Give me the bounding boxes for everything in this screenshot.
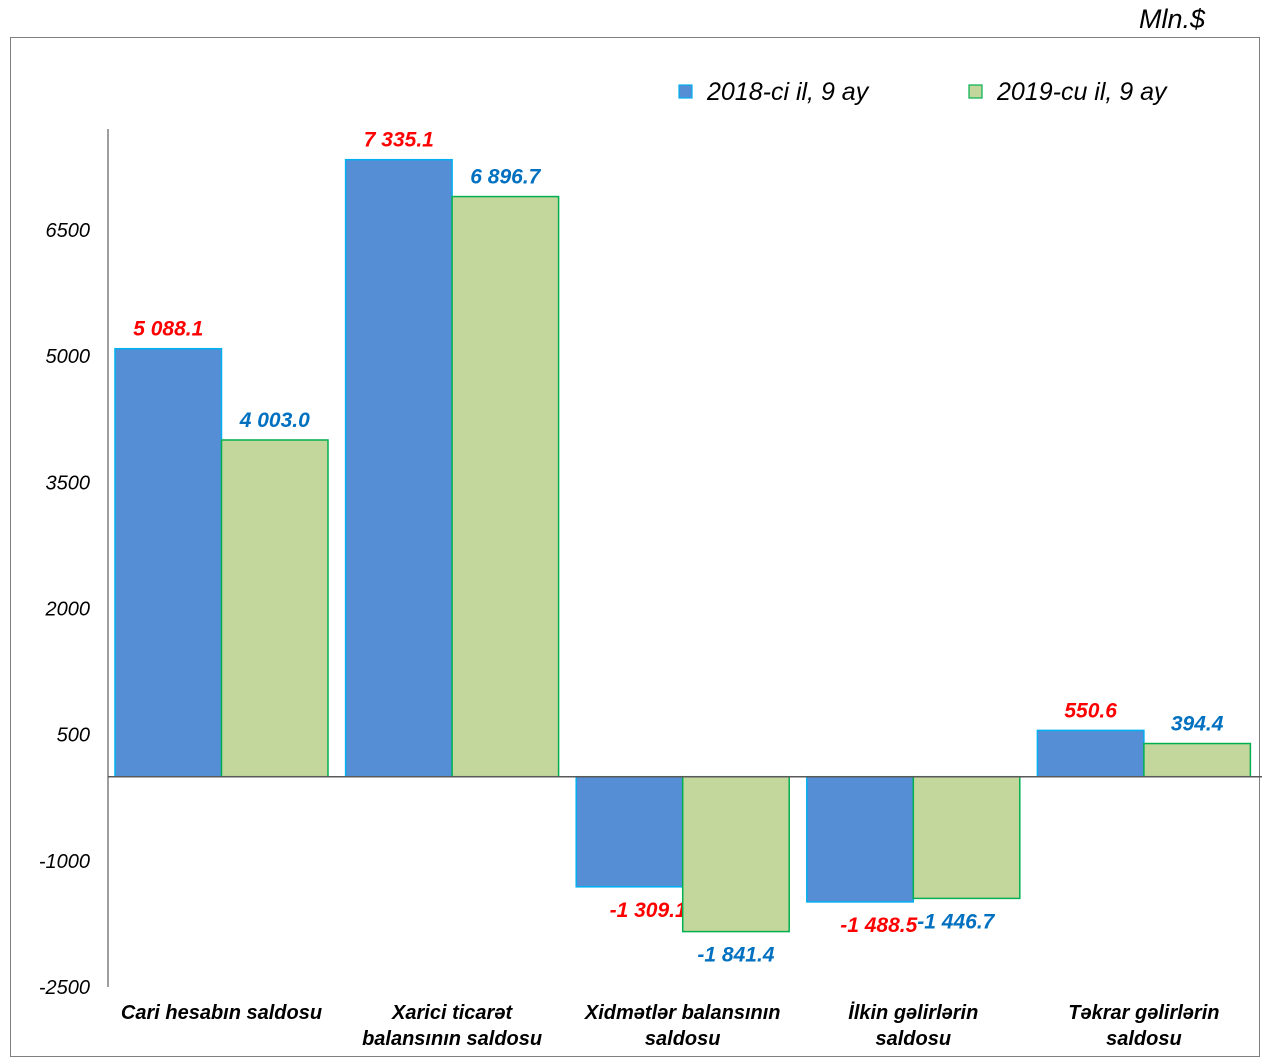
data-label: 5 088.1 [133, 318, 203, 341]
y-tick-label: 3500 [46, 472, 91, 494]
legend-swatch [678, 84, 693, 99]
legend-label: 2019-cu il, 9 ay [996, 78, 1168, 106]
category-label: Təkrar gəlirlərin [1068, 1002, 1219, 1024]
category-label: İlkin gəlirlərin [848, 1001, 978, 1024]
data-label: 4 003.0 [239, 409, 310, 432]
data-label: 7 335.1 [364, 129, 434, 152]
unit-label: Mln.$ [1138, 4, 1205, 34]
category-label: saldosu [876, 1028, 952, 1050]
bar [1143, 742, 1252, 778]
bar [451, 195, 560, 778]
y-tick-label: -2500 [39, 977, 90, 999]
bar [681, 775, 790, 933]
data-label: 394.4 [1171, 713, 1224, 736]
category-label: Xidmətlər balansının [584, 1002, 781, 1024]
category-label: Cari hesabın saldosu [121, 1002, 322, 1024]
data-label: -1 841.4 [697, 944, 774, 967]
category-label: Xarici ticarət [391, 1002, 513, 1024]
bar [220, 439, 329, 778]
y-tick-label: -1000 [39, 851, 90, 873]
bar [575, 775, 684, 888]
bar [114, 347, 223, 778]
category-label: saldosu [645, 1028, 721, 1050]
y-tick-label: 6500 [46, 220, 91, 242]
bar [344, 158, 453, 778]
y-tick-label: 500 [57, 725, 90, 747]
category-label: saldosu [1106, 1028, 1182, 1050]
data-label: 550.6 [1064, 699, 1117, 722]
y-tick-label: 5000 [46, 346, 91, 368]
data-label: -1 488.5 [840, 914, 917, 937]
legend-swatch [968, 84, 983, 99]
y-tick-label: 2000 [45, 598, 91, 620]
category-label: balansının saldosu [362, 1028, 542, 1050]
bar [806, 775, 915, 903]
bar [912, 775, 1021, 900]
data-label: -1 446.7 [917, 910, 995, 933]
data-label: 6 896.7 [470, 166, 541, 189]
bar [1036, 729, 1145, 778]
legend-label: 2018-ci il, 9 ay [706, 78, 870, 106]
data-label: -1 309.1 [610, 899, 687, 922]
